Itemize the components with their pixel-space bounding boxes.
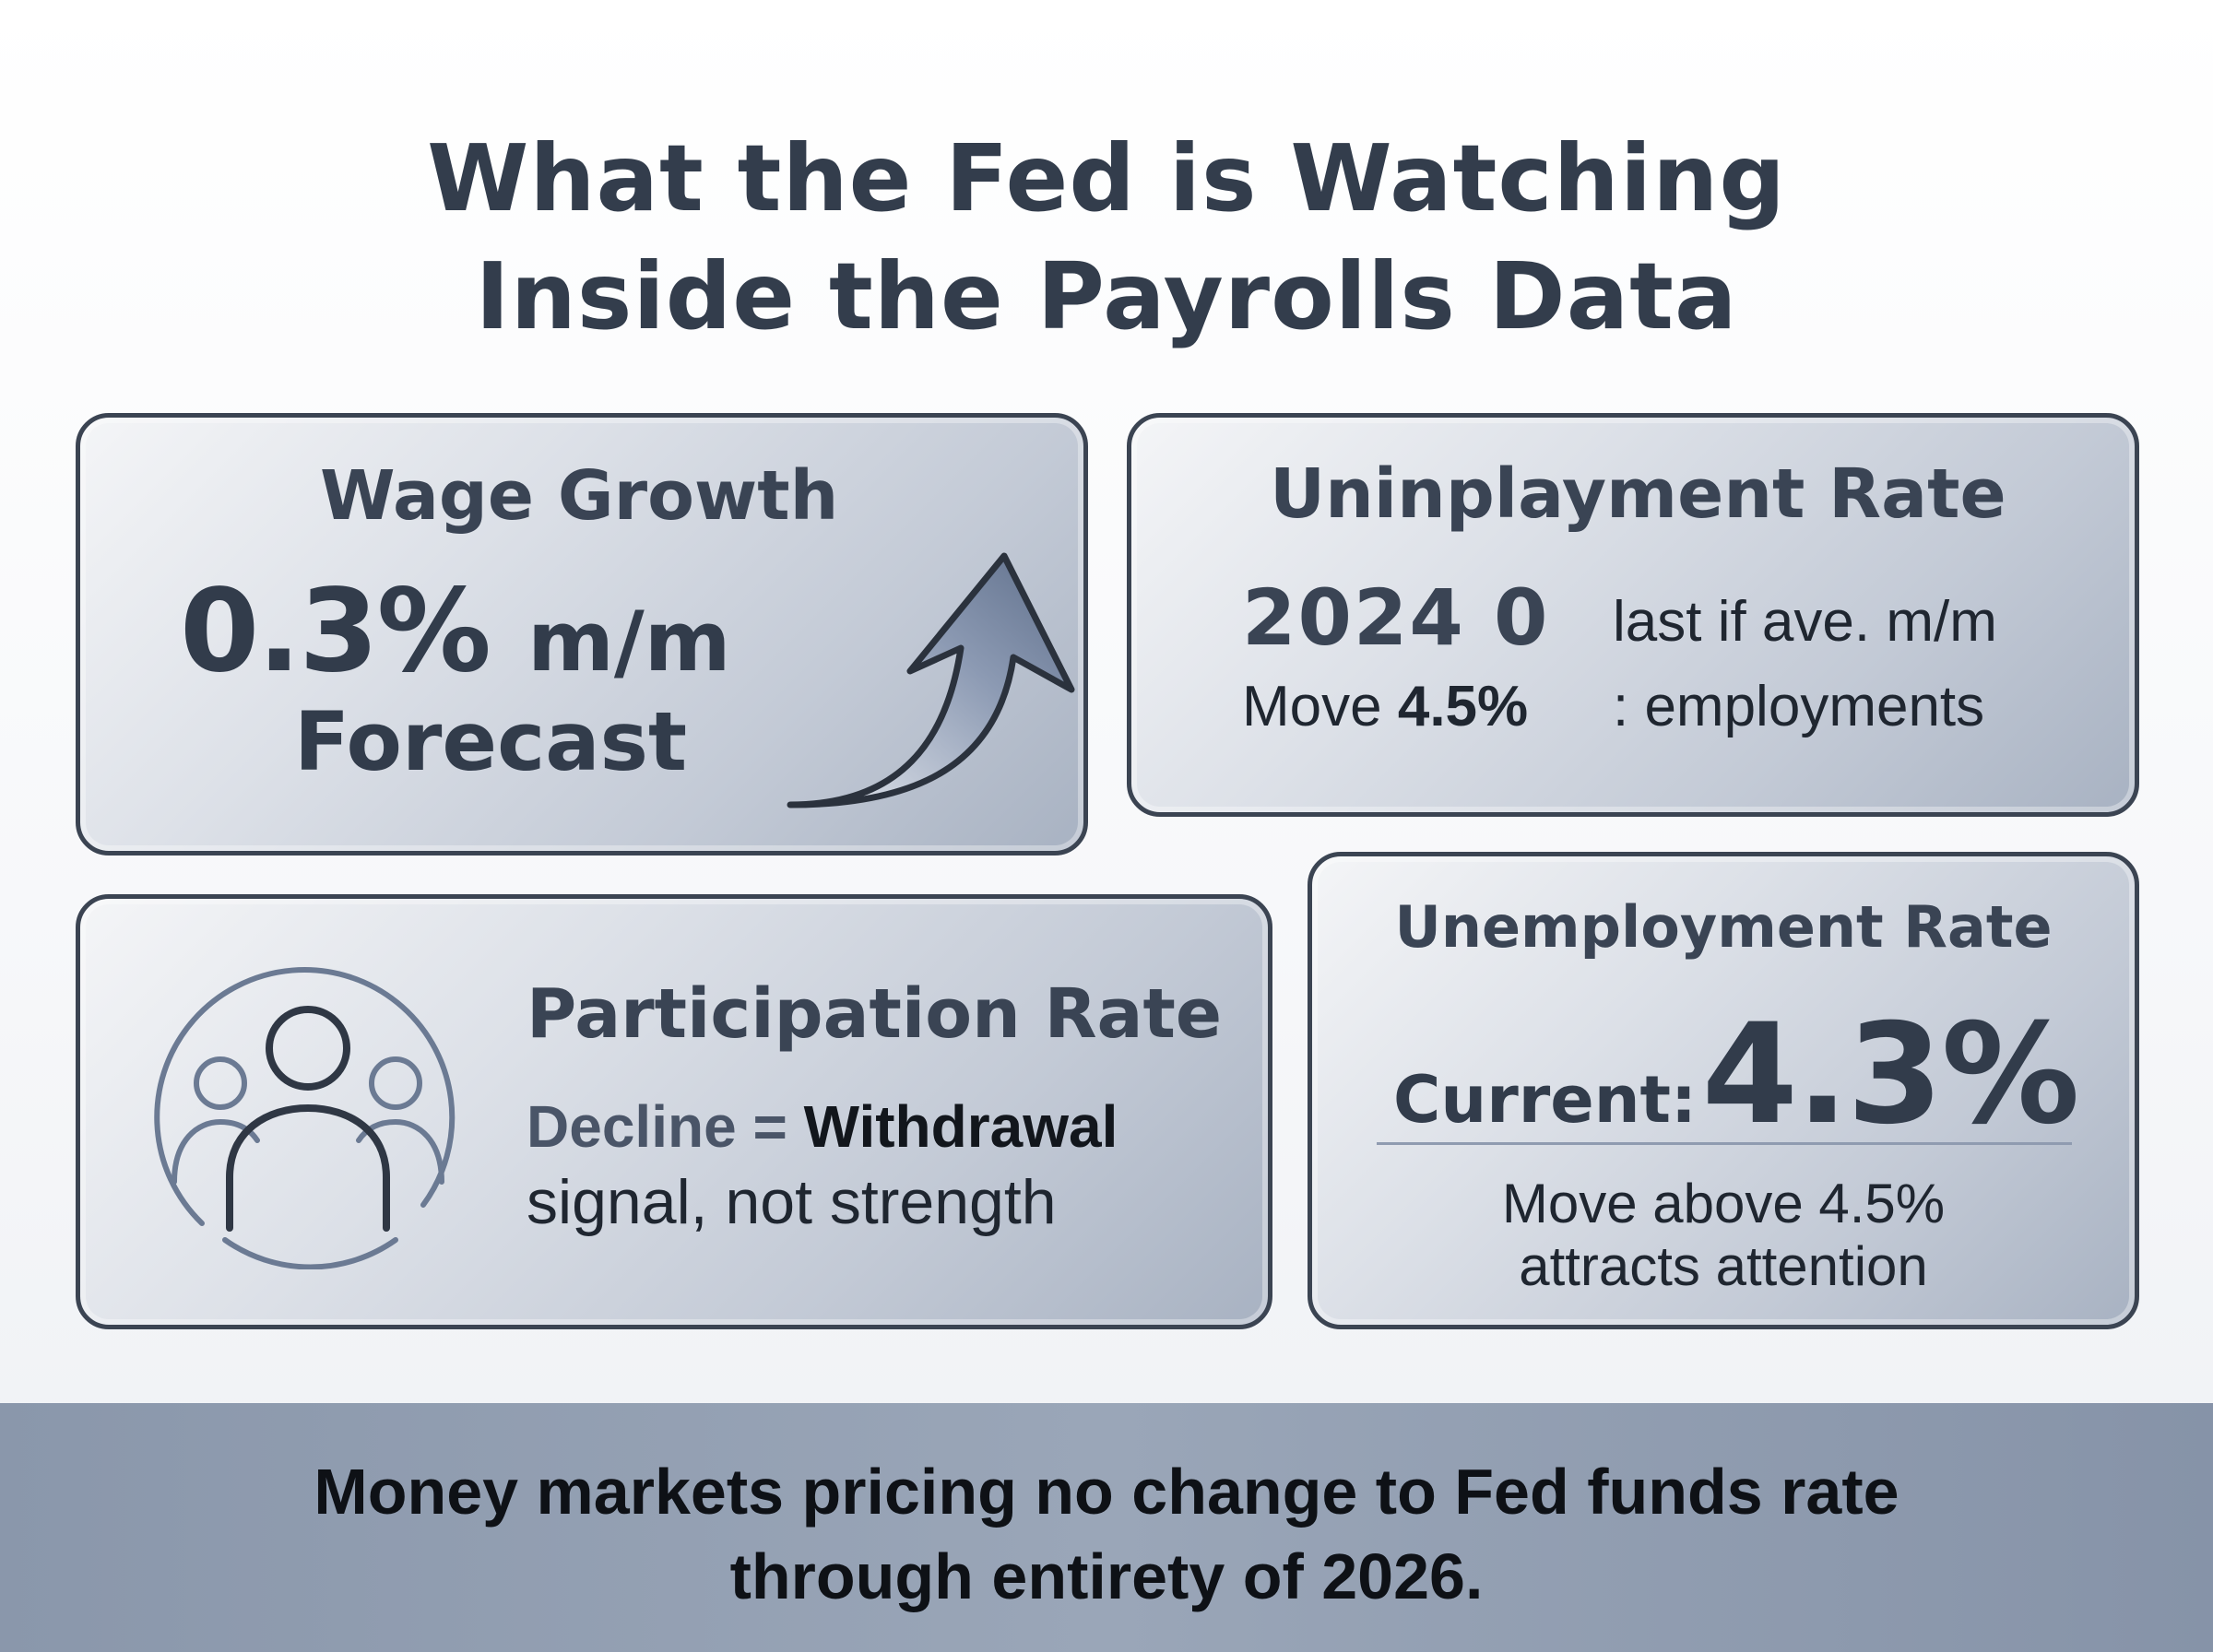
- wage-growth-card: Wage Growth 0.3% m/m Forecast: [76, 413, 1088, 856]
- unemployment-rate-card: Unemployment Rate Current: 4.3% Move abo…: [1308, 852, 2139, 1329]
- trend-up-arrow-icon: [787, 552, 1075, 808]
- participation-decline-text: Decline =: [527, 1093, 804, 1160]
- participation-heading: Participation Rate: [527, 974, 1223, 1054]
- footer-banner: Money markets pricing no change to Fed f…: [0, 1403, 2213, 1652]
- title-line-1: What the Fed is Watching: [427, 124, 1786, 232]
- wage-growth-unit: m/m: [527, 594, 731, 690]
- uninployment-right-line-2: : employments: [1613, 675, 1985, 738]
- uninployment-move-value: 4.5%: [1397, 675, 1529, 738]
- unemployment-current: Current: 4.3%: [1393, 995, 2080, 1155]
- uninployment-move-label: Move: [1242, 675, 1382, 738]
- unemployment-heading: Unemployment Rate: [1394, 893, 2053, 961]
- uninployment-year: 2024 0: [1242, 572, 1550, 663]
- participation-line-2: signal, not strength: [527, 1167, 1057, 1237]
- title-line-2: Inside the Payrolls Data: [475, 242, 1738, 350]
- banner-line-1: Money markets pricing no change to Fed f…: [314, 1456, 1899, 1528]
- participation-line-1: Decline = Withdrawal: [527, 1092, 1118, 1161]
- unemployment-current-label: Current:: [1393, 1062, 1698, 1138]
- participation-withdrawal-text: Withdrawal: [803, 1093, 1118, 1160]
- unemployment-current-value: 4.3%: [1701, 995, 2080, 1155]
- uninployment-move: Move 4.5%: [1242, 674, 1528, 739]
- wage-growth-heading: Wage Growth: [320, 456, 839, 536]
- divider: [1377, 1142, 2072, 1145]
- uninployment-heading: Uninplayment Rate: [1270, 454, 2006, 534]
- unemployment-note-line-2: attracts attention: [1519, 1235, 1928, 1297]
- wage-growth-forecast-label: Forecast: [294, 694, 688, 789]
- wage-growth-value: 0.3% m/m: [180, 565, 731, 698]
- wage-growth-percent: 0.3%: [180, 565, 491, 698]
- page-title: What the Fed is Watching Inside the Payr…: [0, 120, 2213, 356]
- uninployment-rate-card: Uninplayment Rate 2024 0 last if ave. m/…: [1127, 413, 2139, 817]
- uninployment-right-line-1: last if ave. m/m: [1613, 590, 1997, 654]
- people-group-icon: [154, 967, 456, 1269]
- unemployment-note-line-1: Move above 4.5%: [1501, 1173, 1946, 1234]
- participation-rate-card: Participation Rate Decline = Withdrawal …: [76, 894, 1272, 1329]
- banner-line-2: through entirety of 2026.: [729, 1540, 1484, 1612]
